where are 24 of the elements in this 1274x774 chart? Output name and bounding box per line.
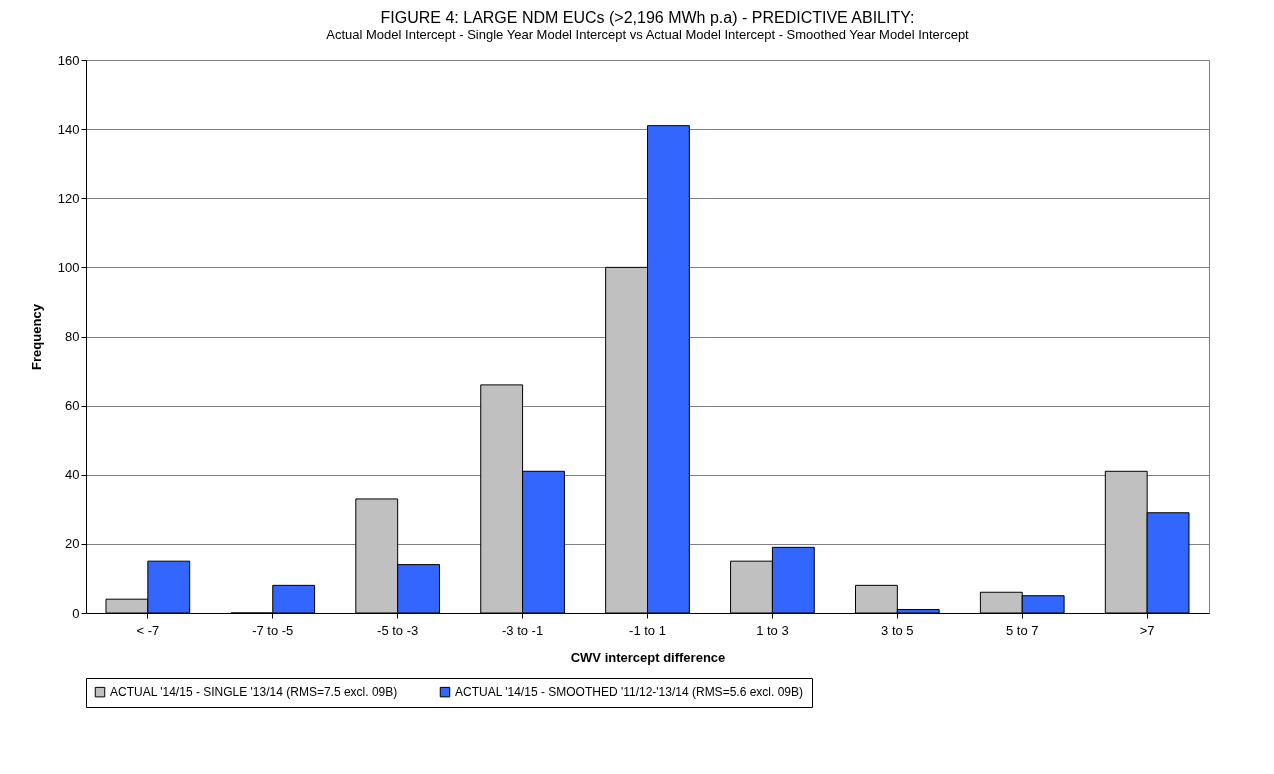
x-tick-label: 5 to 7 xyxy=(1005,622,1039,638)
x-tick-label: 1 to 3 xyxy=(756,622,789,638)
x-tick-label: < -7 xyxy=(136,622,160,638)
y-tick-label: 20 xyxy=(65,536,80,552)
x-tick-label: -1 to 1 xyxy=(629,622,666,638)
x-tick-label: -3 to -1 xyxy=(501,622,544,638)
y-tick-label: 120 xyxy=(57,190,80,206)
y-axis-title: Frequency xyxy=(28,303,44,370)
y-tick-label: 80 xyxy=(65,329,80,344)
chart-subtitle: Actual Model Intercept - Single Year Model Intercept vs Actual Model Intercept - Smoothed Year Model Intercept xyxy=(326,27,970,42)
y-tick-label: 100 xyxy=(57,259,80,275)
legend-label: ACTUAL '14/15 - SINGLE '13/14 (RMS=7.5 excl. 09B) xyxy=(110,685,398,700)
x-tick-label: -5 to -3 xyxy=(377,622,419,638)
x-tick-label: >7 xyxy=(1139,622,1155,638)
y-tick-label: 140 xyxy=(57,121,80,137)
x-tick-label: 3 to 5 xyxy=(881,622,914,638)
y-tick-label: 160 xyxy=(57,52,80,68)
y-tick-label: 40 xyxy=(65,467,80,483)
legend-label: ACTUAL '14/15 - SMOOTHED '11/12-'13/14 (RMS=5.6 excl. 09B) xyxy=(455,685,804,700)
y-tick-label: 60 xyxy=(65,398,80,414)
x-axis-title: CWV intercept difference xyxy=(570,649,726,665)
x-tick-label: -7 to -5 xyxy=(252,622,294,638)
y-tick-label: 0 xyxy=(72,605,80,621)
chart-title: FIGURE 4: LARGE NDM EUCs (>2,196 MWh p.a) - PREDICTIVE ABILITY: xyxy=(380,9,915,26)
